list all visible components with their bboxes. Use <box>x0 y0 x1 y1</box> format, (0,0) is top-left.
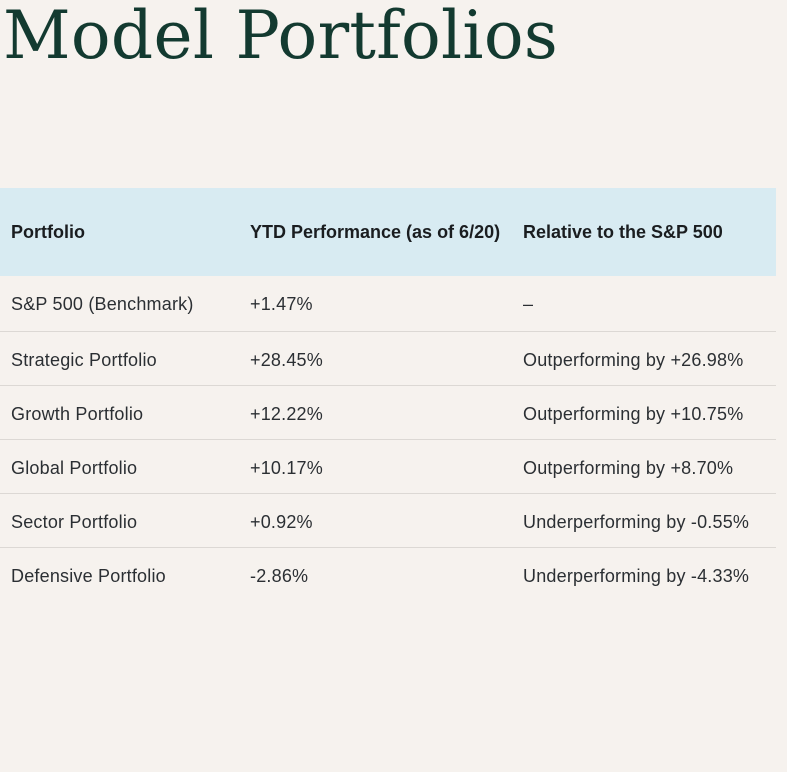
table-row: Growth Portfolio +12.22% Outperforming b… <box>0 386 776 440</box>
cell-relative: Underperforming by -4.33% <box>523 566 750 586</box>
cell-relative: Outperforming by +10.75% <box>523 404 744 424</box>
portfolio-table-container: Portfolio YTD Performance (as of 6/20) R… <box>0 188 776 601</box>
cell-relative: Outperforming by +26.98% <box>523 350 744 370</box>
cell-portfolio: Defensive Portfolio <box>11 566 166 586</box>
cell-portfolio: Strategic Portfolio <box>11 350 157 370</box>
cell-portfolio: Sector Portfolio <box>11 512 138 532</box>
cell-ytd: +1.47% <box>250 294 313 314</box>
table-row: Global Portfolio +10.17% Outperforming b… <box>0 440 776 494</box>
portfolio-table: Portfolio YTD Performance (as of 6/20) R… <box>0 188 776 601</box>
cell-portfolio: S&P 500 (Benchmark) <box>11 294 194 314</box>
table-row: Defensive Portfolio -2.86% Underperformi… <box>0 548 776 602</box>
cell-relative: Underperforming by -0.55% <box>523 512 750 532</box>
header-relative-to-sp500: Relative to the S&P 500 <box>523 222 723 242</box>
header-ytd-performance: YTD Performance (as of 6/20) <box>250 222 501 242</box>
table-row: Sector Portfolio +0.92% Underperforming … <box>0 494 776 548</box>
cell-relative: – <box>523 294 534 314</box>
cell-portfolio: Growth Portfolio <box>11 404 144 424</box>
cell-ytd: -2.86% <box>250 566 309 586</box>
cell-ytd: +28.45% <box>250 350 323 370</box>
cell-relative: Outperforming by +8.70% <box>523 458 734 478</box>
header-portfolio: Portfolio <box>11 222 85 242</box>
table-header-row: Portfolio YTD Performance (as of 6/20) R… <box>0 188 776 276</box>
table-row: S&P 500 (Benchmark) +1.47% – <box>0 276 776 332</box>
cell-ytd: +0.92% <box>250 512 313 532</box>
cell-portfolio: Global Portfolio <box>11 458 138 478</box>
page-title: Model Portfolios <box>3 0 559 74</box>
table-row: Strategic Portfolio +28.45% Outperformin… <box>0 332 776 386</box>
cell-ytd: +10.17% <box>250 458 323 478</box>
cell-ytd: +12.22% <box>250 404 323 424</box>
